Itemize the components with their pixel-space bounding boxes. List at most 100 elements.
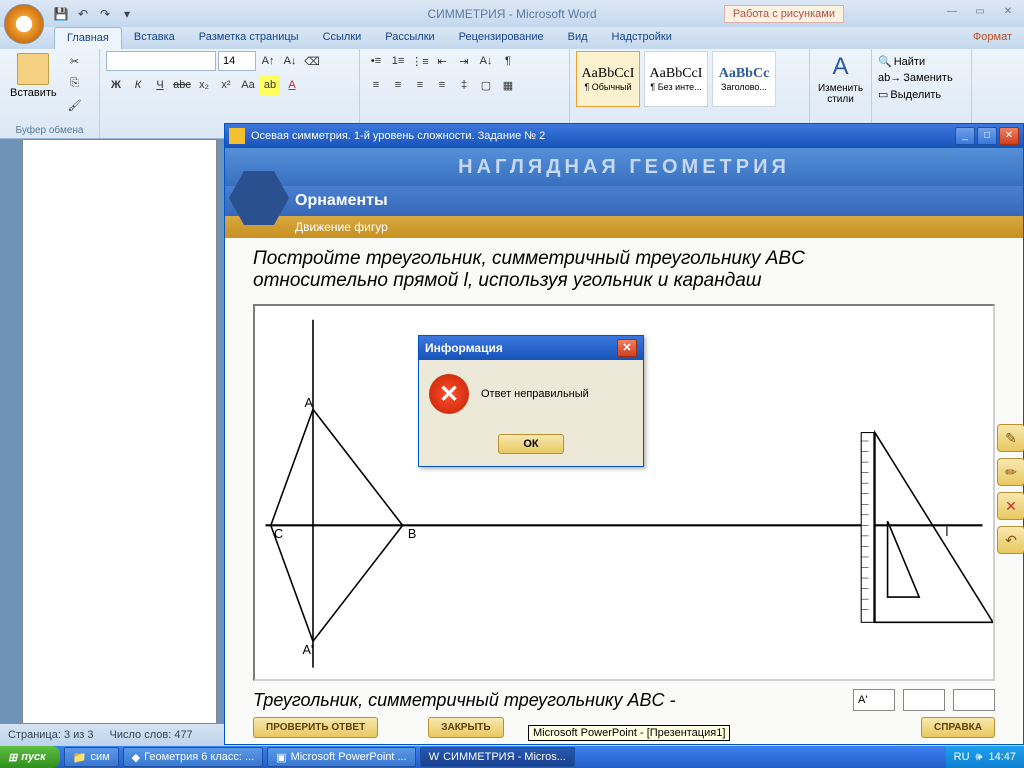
close-button[interactable]: ✕	[996, 6, 1020, 22]
geo-close-button[interactable]: ✕	[999, 127, 1019, 145]
dialog-message: Ответ неправильный	[481, 388, 589, 400]
subscript-button[interactable]: x₂	[194, 75, 214, 95]
grow-font-icon[interactable]: A↑	[258, 51, 278, 71]
close-task-button[interactable]: ЗАКРЫТЬ	[428, 717, 503, 738]
tab-layout[interactable]: Разметка страницы	[187, 27, 311, 49]
shrink-font-icon[interactable]: A↓	[280, 51, 300, 71]
info-dialog: Информация ✕ ✕ Ответ неправильный ОК	[418, 335, 644, 467]
show-marks-button[interactable]: ¶	[498, 51, 518, 71]
taskbar-item-powerpoint[interactable]: ▣ Microsoft PowerPoint ...	[267, 747, 416, 767]
status-words[interactable]: Число слов: 477	[110, 729, 193, 741]
shading-button[interactable]: ▢	[476, 75, 496, 95]
answer-row: Треугольник, симметричный треугольнику A…	[253, 689, 995, 711]
system-tray[interactable]: RU 🕪 14:47	[946, 746, 1024, 768]
geo-minimize-button[interactable]: _	[955, 127, 975, 145]
dialog-titlebar[interactable]: Информация ✕	[419, 336, 643, 360]
justify-button[interactable]: ≡	[432, 75, 452, 95]
numbering-button[interactable]: 1≡	[388, 51, 408, 71]
style-heading[interactable]: AaBbCc Заголово...	[712, 51, 776, 107]
geo-subsection: Движение фигур	[225, 216, 1023, 238]
highlight-button[interactable]: ab	[260, 75, 280, 95]
cut-icon[interactable]: ✂	[65, 51, 85, 71]
window-title: СИММЕТРИЯ - Microsoft Word	[427, 7, 596, 21]
error-icon: ✕	[429, 374, 469, 414]
erase-tool-icon[interactable]: ✕	[997, 492, 1024, 520]
label-l: l	[946, 525, 949, 539]
geo-section-title: Орнаменты	[225, 186, 1023, 216]
find-button[interactable]: 🔍 Найти	[878, 55, 965, 68]
language-indicator[interactable]: RU	[954, 751, 970, 763]
document-page[interactable]	[22, 139, 217, 724]
strike-button[interactable]: abc	[172, 75, 192, 95]
underline-button[interactable]: Ч	[150, 75, 170, 95]
status-page[interactable]: Страница: 3 из 3	[8, 729, 94, 741]
font-select[interactable]	[106, 51, 216, 71]
align-right-button[interactable]: ≡	[410, 75, 430, 95]
label-C: C	[274, 527, 283, 541]
undo-icon[interactable]: ↶	[74, 5, 92, 23]
align-center-button[interactable]: ≡	[388, 75, 408, 95]
qat-dropdown-icon[interactable]: ▾	[118, 5, 136, 23]
line-spacing-button[interactable]: ‡	[454, 75, 474, 95]
style-normal[interactable]: AaBbCcI ¶ Обычный	[576, 51, 640, 107]
picture-tools-tab[interactable]: Работа с рисунками	[724, 5, 844, 23]
superscript-button[interactable]: x²	[216, 75, 236, 95]
change-case-button[interactable]: Aa	[238, 75, 258, 95]
bullets-button[interactable]: •≡	[366, 51, 386, 71]
word-titlebar: 💾 ↶ ↷ ▾ СИММЕТРИЯ - Microsoft Word Работ…	[0, 0, 1024, 27]
taskbar-item-folder[interactable]: 📁 сим	[64, 747, 119, 767]
dialog-ok-button[interactable]: ОК	[498, 434, 563, 454]
style-nospace[interactable]: AaBbCcI ¶ Без инте...	[644, 51, 708, 107]
sort-button[interactable]: A↓	[476, 51, 496, 71]
check-answer-button[interactable]: ПРОВЕРИТЬ ОТВЕТ	[253, 717, 378, 738]
pencil-tool-icon[interactable]: ✎	[997, 424, 1024, 452]
dialog-close-button[interactable]: ✕	[617, 339, 637, 357]
minimize-button[interactable]: —	[940, 6, 964, 22]
save-icon[interactable]: 💾	[52, 5, 70, 23]
tab-view[interactable]: Вид	[556, 27, 600, 49]
borders-button[interactable]: ▦	[498, 75, 518, 95]
tray-icon[interactable]: 🕪	[976, 751, 983, 764]
tab-references[interactable]: Ссылки	[311, 27, 374, 49]
geo-maximize-button[interactable]: □	[977, 127, 997, 145]
vertex-select-1[interactable]	[853, 689, 895, 711]
help-button[interactable]: СПРАВКА	[921, 717, 995, 738]
undo-tool-icon[interactable]: ↶	[997, 526, 1024, 554]
tab-format[interactable]: Формат	[961, 27, 1024, 49]
label-Ap: A'	[302, 643, 313, 657]
multilevel-button[interactable]: ⋮≡	[410, 51, 430, 71]
indent-inc-button[interactable]: ⇥	[454, 51, 474, 71]
italic-button[interactable]: К	[128, 75, 148, 95]
office-button[interactable]	[4, 4, 44, 44]
bold-button[interactable]: Ж	[106, 75, 126, 95]
font-color-button[interactable]: A	[282, 75, 302, 95]
tab-insert[interactable]: Вставка	[122, 27, 187, 49]
pencil2-tool-icon[interactable]: ✏	[997, 458, 1024, 486]
tab-mailings[interactable]: Рассылки	[373, 27, 446, 49]
taskbar-item-word[interactable]: W СИММЕТРИЯ - Micros...	[420, 747, 575, 767]
taskbar-item-geometry[interactable]: ◆ Геометрия 6 класс: ...	[123, 747, 263, 767]
tab-addins[interactable]: Надстройки	[600, 27, 684, 49]
format-painter-icon[interactable]: 🖌	[65, 95, 85, 115]
select-button[interactable]: ▭ Выделить	[878, 88, 965, 101]
align-left-button[interactable]: ≡	[366, 75, 386, 95]
paste-icon	[17, 53, 49, 85]
styles-icon: A	[832, 53, 848, 81]
replace-button[interactable]: ab→ Заменить	[878, 72, 965, 84]
vertex-select-3[interactable]	[953, 689, 995, 711]
geo-titlebar[interactable]: Осевая симметрия. 1-й уровень сложности.…	[225, 124, 1023, 148]
change-styles-button[interactable]: A Изменить стили	[816, 51, 865, 107]
tab-home[interactable]: Главная	[54, 27, 122, 49]
group-clipboard-label: Буфер обмена	[6, 123, 93, 136]
clock[interactable]: 14:47	[988, 751, 1016, 763]
redo-icon[interactable]: ↷	[96, 5, 114, 23]
tab-review[interactable]: Рецензирование	[447, 27, 556, 49]
maximize-button[interactable]: ▭	[968, 6, 992, 22]
indent-dec-button[interactable]: ⇤	[432, 51, 452, 71]
font-size-select[interactable]	[218, 51, 256, 71]
clear-format-icon[interactable]: ⌫	[302, 51, 322, 71]
copy-icon[interactable]: ⎘	[65, 73, 85, 93]
paste-button[interactable]: Вставить	[6, 51, 61, 101]
vertex-select-2[interactable]	[903, 689, 945, 711]
start-button[interactable]: ⊞ пуск	[0, 746, 60, 768]
